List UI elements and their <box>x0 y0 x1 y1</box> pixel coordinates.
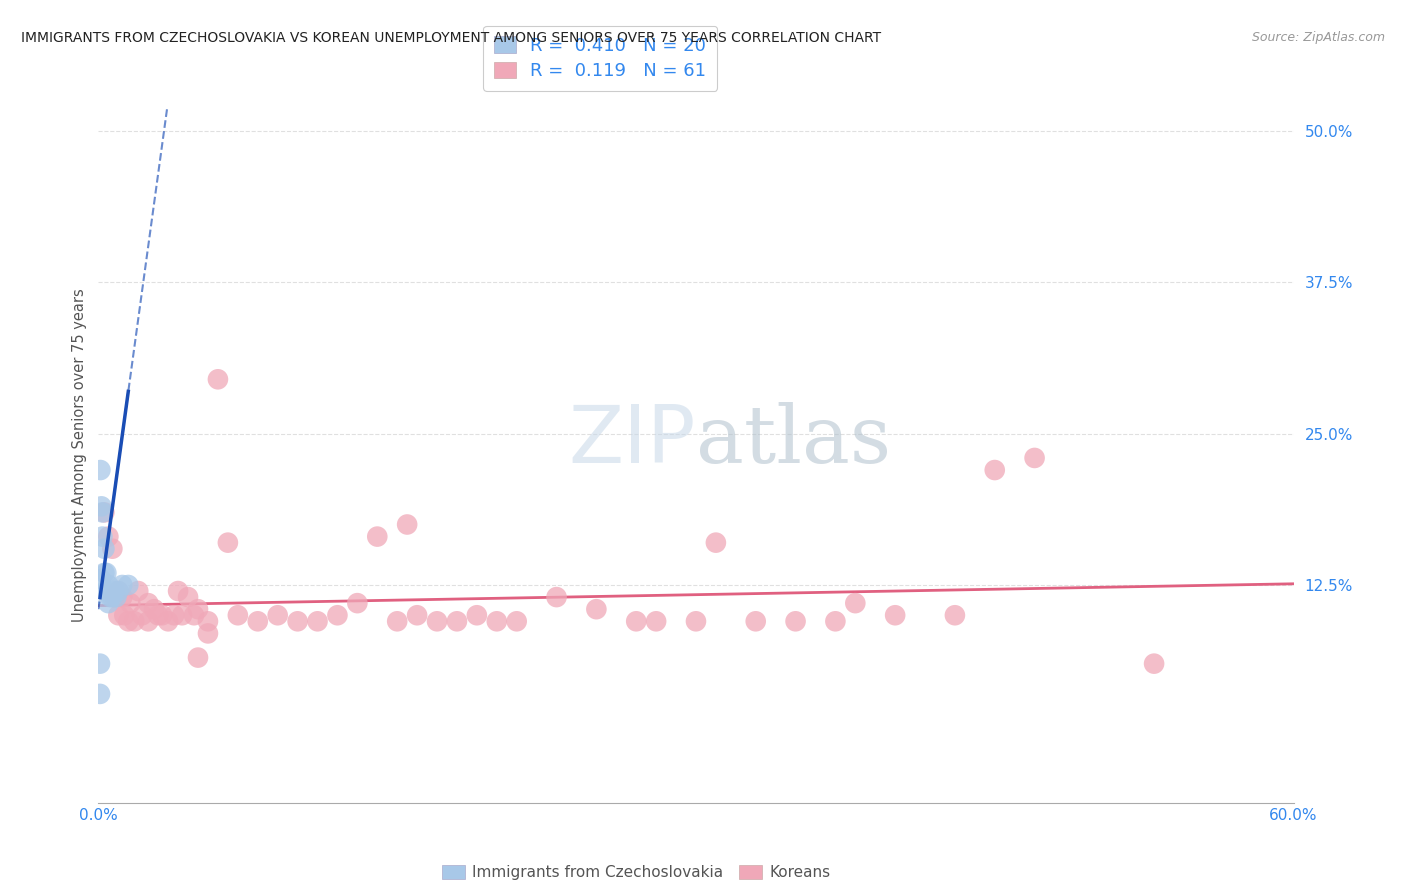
Point <box>101 590 124 604</box>
Point <box>112 608 135 623</box>
Point <box>131 608 153 623</box>
Point <box>101 541 124 556</box>
Point <box>446 615 468 629</box>
Point <box>197 626 219 640</box>
Point <box>226 608 249 623</box>
Point <box>785 615 807 629</box>
Point <box>167 584 190 599</box>
Point <box>1143 657 1166 671</box>
Point <box>366 530 388 544</box>
Text: atlas: atlas <box>696 402 891 480</box>
Point <box>93 566 115 580</box>
Point <box>506 615 529 629</box>
Point <box>143 602 166 616</box>
Point <box>183 608 205 623</box>
Point <box>107 584 129 599</box>
Point <box>346 596 368 610</box>
Point <box>685 615 707 629</box>
Point <box>585 602 607 616</box>
Point <box>984 463 1007 477</box>
Point <box>136 596 159 610</box>
Point <box>124 615 146 629</box>
Point <box>626 615 648 629</box>
Point <box>89 687 111 701</box>
Point <box>307 615 329 629</box>
Point <box>465 608 488 623</box>
Point <box>267 608 290 623</box>
Point <box>287 615 309 629</box>
Point <box>91 505 114 519</box>
Point <box>150 608 173 623</box>
Point <box>136 615 159 629</box>
Point <box>97 530 120 544</box>
Point <box>107 608 129 623</box>
Point <box>107 584 129 599</box>
Point <box>207 372 229 386</box>
Point <box>385 615 409 629</box>
Point <box>111 590 134 604</box>
Point <box>745 615 768 629</box>
Point <box>884 608 907 623</box>
Point <box>93 505 115 519</box>
Point <box>157 615 180 629</box>
Point <box>90 500 112 514</box>
Point <box>96 584 118 599</box>
Point <box>111 578 134 592</box>
Point <box>172 608 194 623</box>
Point <box>187 650 209 665</box>
Y-axis label: Unemployment Among Seniors over 75 years: Unemployment Among Seniors over 75 years <box>72 288 87 622</box>
Point <box>97 596 120 610</box>
Point <box>485 615 508 629</box>
Point <box>91 530 114 544</box>
Point <box>246 615 269 629</box>
Legend: Immigrants from Czechoslovakia, Koreans: Immigrants from Czechoslovakia, Koreans <box>436 859 837 887</box>
Point <box>406 608 429 623</box>
Point <box>127 584 149 599</box>
Point <box>546 590 568 604</box>
Point <box>704 535 727 549</box>
Point <box>396 517 419 532</box>
Point <box>98 590 122 604</box>
Point <box>93 541 115 556</box>
Text: ZIP: ZIP <box>568 402 696 480</box>
Point <box>103 584 125 599</box>
Point <box>90 572 112 586</box>
Point <box>97 578 120 592</box>
Point <box>89 657 111 671</box>
Point <box>96 566 118 580</box>
Point <box>163 608 186 623</box>
Point <box>89 463 111 477</box>
Point <box>105 590 128 604</box>
Point <box>645 615 668 629</box>
Text: IMMIGRANTS FROM CZECHOSLOVAKIA VS KOREAN UNEMPLOYMENT AMONG SENIORS OVER 75 YEAR: IMMIGRANTS FROM CZECHOSLOVAKIA VS KOREAN… <box>21 31 882 45</box>
Point <box>187 602 209 616</box>
Point <box>177 590 200 604</box>
Point <box>117 578 139 592</box>
Point <box>844 596 866 610</box>
Point <box>426 615 449 629</box>
Point <box>117 615 139 629</box>
Point <box>197 615 219 629</box>
Point <box>120 596 142 610</box>
Point <box>1024 450 1046 465</box>
Point <box>217 535 239 549</box>
Point <box>103 590 125 604</box>
Point <box>148 608 170 623</box>
Point <box>943 608 966 623</box>
Point <box>326 608 349 623</box>
Point <box>824 615 846 629</box>
Text: Source: ZipAtlas.com: Source: ZipAtlas.com <box>1251 31 1385 45</box>
